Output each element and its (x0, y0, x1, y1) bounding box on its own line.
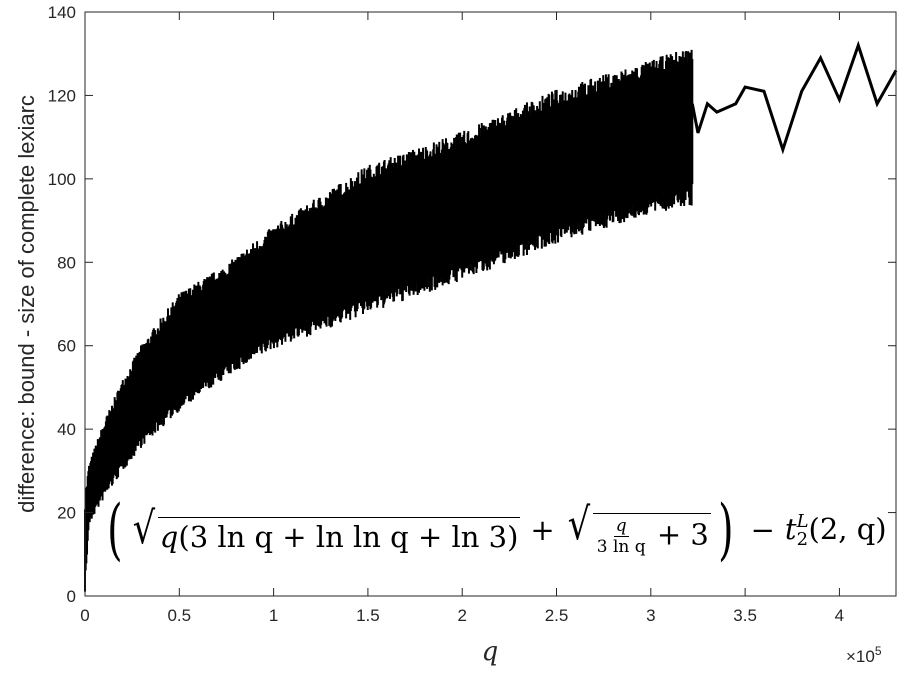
y-axis-label: difference: bound - size of complete lex… (14, 95, 39, 513)
sqrt1-q: q (159, 519, 179, 554)
fraction-denominator: 3 ln q (596, 537, 646, 557)
x-ticks: 0 0.5 1 1.5 2 2.5 3 3.5 4 (80, 12, 844, 625)
tail-data-line (690, 40, 898, 155)
sqrt-radicand-2: q 3 ln q + 3 (592, 513, 711, 557)
plus-operator: + (530, 513, 555, 547)
sqrt-radicand-1: q(3 ln q + ln ln q + ln 3) (157, 516, 521, 554)
sqrt-term-1: √ q(3 ln q + ln ln q + ln 3) (130, 502, 521, 554)
minus-operator: − (750, 513, 775, 547)
y-ticks: 0 20 40 60 80 100 120 140 (48, 3, 896, 606)
sqrt-symbol: √ (132, 502, 155, 554)
y-tick-label: 140 (48, 3, 76, 22)
x-axis-multiplier-exp: 5 (875, 644, 882, 658)
x-tick-label: 4 (835, 606, 844, 625)
x-tick-label: 0.5 (167, 606, 191, 625)
axes-box (84, 11, 897, 597)
x-axis-label: q (482, 637, 499, 667)
fraction: q 3 ln q (597, 516, 646, 557)
left-paren: ( (107, 491, 123, 568)
fraction-numerator: q (613, 516, 629, 537)
y-tick-label: 60 (57, 337, 76, 356)
y-tick-label: 20 (57, 504, 76, 523)
x-tick-label: 0 (80, 606, 89, 625)
t-superscript: L (796, 510, 809, 532)
x-tick-label: 3 (646, 606, 655, 625)
x-tick-label: 1.5 (356, 606, 380, 625)
x-tick-label: 2 (457, 606, 466, 625)
t-subscript: 2 (796, 528, 809, 550)
sqrt-term-2: √ q 3 ln q + 3 (565, 503, 711, 557)
x-tick-label: 1 (269, 606, 278, 625)
x-axis-multiplier-base: ×10 (846, 647, 875, 666)
sqrt1-rest: (3 ln q + ln ln q + ln 3) (178, 519, 519, 554)
t-name: t (784, 511, 797, 546)
x-tick-label: 3.5 (733, 606, 757, 625)
data-line-layer (690, 40, 898, 155)
x-tick-label: 2.5 (545, 606, 569, 625)
formula-annotation: ( √ q(3 ln q + ln ln q + ln 3) + √ q 3 l… (100, 488, 890, 572)
plus-three: + 3 (656, 517, 709, 552)
y-tick-label: 100 (48, 170, 76, 189)
t-function: t L 2 (2, q) (785, 512, 887, 549)
x-axis-multiplier: ×105 (846, 644, 882, 666)
t-args: (2, q) (808, 511, 887, 546)
y-tick-label: 40 (57, 420, 76, 439)
right-paren: ) (718, 491, 734, 568)
sqrt-symbol-2: √ (567, 499, 590, 550)
y-tick-label: 0 (67, 587, 76, 606)
y-tick-label: 80 (57, 253, 76, 272)
y-tick-label: 120 (48, 86, 76, 105)
